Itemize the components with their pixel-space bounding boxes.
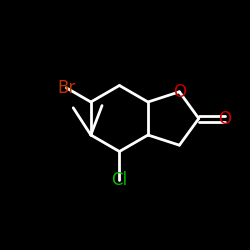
Text: O: O [173,83,186,101]
Text: Br: Br [57,79,76,97]
Text: Cl: Cl [111,171,128,189]
Text: O: O [218,110,232,128]
